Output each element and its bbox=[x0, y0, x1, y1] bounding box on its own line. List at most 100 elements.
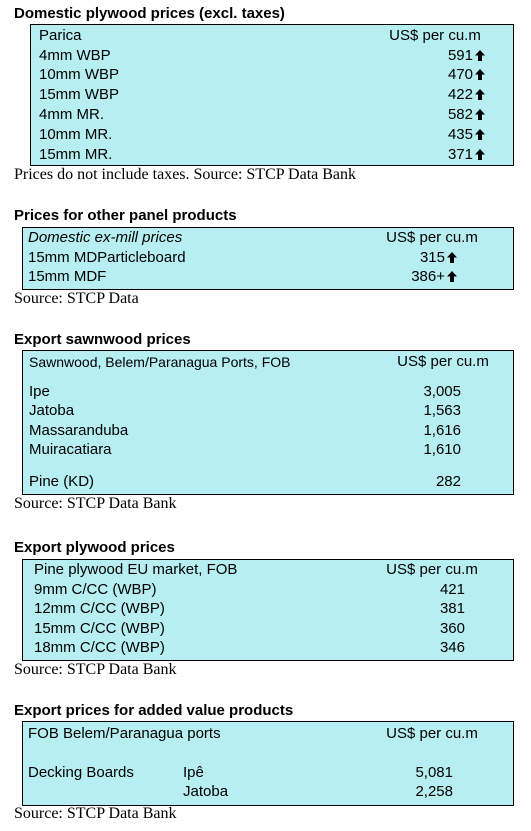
price-number: 435 bbox=[447, 126, 473, 143]
price-value: 591 bbox=[361, 46, 485, 66]
price-number: 371 bbox=[447, 146, 473, 163]
row-label: 15mm WBP bbox=[39, 86, 120, 103]
price-number: 360 bbox=[439, 620, 465, 637]
table-row: Muiracatiara 1,610 bbox=[23, 440, 513, 460]
header-unit: US$ per cu.m bbox=[389, 27, 481, 44]
row-label: Pine (KD) bbox=[29, 473, 95, 490]
price-value: 381 bbox=[353, 599, 465, 619]
row-label: 18mm C/CC (WBP) bbox=[34, 639, 165, 656]
price-value: 421 bbox=[353, 580, 465, 600]
export-sawnwood-note: Source: STCP Data Bank bbox=[14, 495, 177, 512]
table-row: Jatoba 2,258 bbox=[23, 782, 513, 802]
header-label: Sawnwood, Belem/Paranagua Ports, FOB bbox=[29, 354, 291, 370]
price-value: 435 bbox=[361, 125, 485, 145]
up-arrow-icon bbox=[475, 149, 485, 160]
price-number: 470 bbox=[447, 66, 473, 83]
table-header: FOB Belem/Paranagua ports US$ per cu.m bbox=[23, 724, 513, 744]
table-row: 10mm WBP 470 bbox=[31, 65, 513, 85]
price-value: 282 bbox=[353, 472, 461, 492]
price-value: 371 bbox=[361, 145, 485, 165]
price-value: 470 bbox=[361, 65, 485, 85]
table-row: 10mm MR. 435 bbox=[31, 125, 513, 145]
row-label: Muiracatiara bbox=[29, 441, 112, 458]
price-value: 360 bbox=[353, 619, 465, 639]
table-row: 15mm C/CC (WBP) 360 bbox=[23, 619, 513, 639]
table-row: 15mm MDF 386+ bbox=[23, 267, 513, 287]
added-value-note: Source: STCP Data Bank bbox=[14, 805, 177, 822]
row-label: 15mm MDF bbox=[28, 268, 107, 285]
row-label: 4mm WBP bbox=[39, 47, 111, 64]
price-number: 386+ bbox=[411, 268, 445, 285]
row-label: Ipe bbox=[29, 383, 50, 400]
price-value: 1,610 bbox=[353, 440, 461, 460]
price-value: 5,081 bbox=[415, 764, 453, 781]
price-value: 2,258 bbox=[415, 783, 453, 800]
other-panels-note: Source: STCP Data bbox=[14, 290, 139, 307]
domestic-plywood-note: Prices do not include taxes. Source: STC… bbox=[14, 166, 357, 183]
export-sawnwood-table: Sawnwood, Belem/Paranagua Ports, FOB US$… bbox=[22, 350, 514, 495]
export-plywood-note: Source: STCP Data Bank bbox=[14, 661, 177, 678]
price-number: 1,616 bbox=[423, 422, 461, 439]
up-arrow-icon bbox=[475, 50, 485, 61]
row-label: 15mm MR. bbox=[39, 146, 113, 163]
table-header: Parica US$ per cu.m bbox=[31, 26, 513, 46]
price-number: 582 bbox=[447, 106, 473, 123]
up-arrow-icon bbox=[475, 69, 485, 80]
table-row: 12mm C/CC (WBP) 381 bbox=[23, 599, 513, 619]
header-label: FOB Belem/Paranagua ports bbox=[28, 725, 221, 742]
row-label: 4mm MR. bbox=[39, 106, 104, 123]
table-row: 4mm MR. 582 bbox=[31, 105, 513, 125]
price-value: 386+ bbox=[353, 267, 457, 287]
header-unit: US$ per cu.m bbox=[386, 229, 478, 246]
price-number: 315 bbox=[419, 249, 445, 266]
table-row: Jatoba 1,563 bbox=[23, 401, 513, 421]
row-label: 15mm C/CC (WBP) bbox=[34, 620, 165, 637]
price-number: 381 bbox=[439, 600, 465, 617]
price-value: 3,005 bbox=[353, 382, 461, 402]
product-label: Decking Boards bbox=[28, 764, 134, 781]
table-header: Domestic ex-mill prices US$ per cu.m bbox=[23, 228, 513, 248]
header-unit: US$ per cu.m bbox=[386, 725, 478, 742]
species-label: Jatoba bbox=[183, 783, 229, 800]
price-value: 422 bbox=[361, 85, 485, 105]
table-header: Sawnwood, Belem/Paranagua Ports, FOB US$… bbox=[23, 352, 513, 372]
price-value: 582 bbox=[361, 105, 485, 125]
header-label: Domestic ex-mill prices bbox=[28, 229, 183, 246]
up-arrow-icon bbox=[475, 129, 485, 140]
table-row: 15mm WBP 422 bbox=[31, 85, 513, 105]
other-panels-table: Domestic ex-mill prices US$ per cu.m 15m… bbox=[22, 227, 514, 290]
price-value: 346 bbox=[353, 638, 465, 658]
table-row: 4mm WBP 591 bbox=[31, 46, 513, 66]
price-value: 1,563 bbox=[353, 401, 461, 421]
table-row: Massaranduba 1,616 bbox=[23, 421, 513, 441]
row-label: Massaranduba bbox=[29, 422, 129, 439]
price-number: 1,610 bbox=[423, 441, 461, 458]
other-panels-title: Prices for other panel products bbox=[14, 207, 237, 224]
table-row: 9mm C/CC (WBP) 421 bbox=[23, 580, 513, 600]
row-label: 12mm C/CC (WBP) bbox=[34, 600, 165, 617]
table-header: Pine plywood EU market, FOB US$ per cu.m bbox=[23, 560, 513, 580]
domestic-plywood-title: Domestic plywood prices (excl. taxes) bbox=[14, 5, 285, 22]
row-label: 10mm WBP bbox=[39, 66, 120, 83]
price-value: 1,616 bbox=[353, 421, 461, 441]
price-number: 421 bbox=[439, 581, 465, 598]
header-label: Pine plywood EU market, FOB bbox=[34, 561, 238, 578]
table-row: 15mm MR. 371 bbox=[31, 145, 513, 165]
up-arrow-icon bbox=[447, 271, 457, 282]
species-label: Ipê bbox=[183, 764, 204, 781]
row-label: 9mm C/CC (WBP) bbox=[34, 581, 157, 598]
export-sawnwood-title: Export sawnwood prices bbox=[14, 331, 191, 348]
price-value: 315 bbox=[353, 248, 457, 268]
added-value-table: FOB Belem/Paranagua ports US$ per cu.m D… bbox=[22, 721, 514, 806]
price-number: 591 bbox=[447, 47, 473, 64]
header-unit: US$ per cu.m bbox=[397, 353, 489, 370]
price-number: 3,005 bbox=[423, 383, 461, 400]
row-label: 15mm MDParticleboard bbox=[28, 249, 186, 266]
export-plywood-table: Pine plywood EU market, FOB US$ per cu.m… bbox=[22, 559, 514, 661]
price-number: 1,563 bbox=[423, 402, 461, 419]
table-row: Ipe 3,005 bbox=[23, 382, 513, 402]
price-number: 346 bbox=[439, 639, 465, 656]
price-number: 282 bbox=[435, 473, 461, 490]
row-label: 10mm MR. bbox=[39, 126, 113, 143]
up-arrow-icon bbox=[475, 89, 485, 100]
